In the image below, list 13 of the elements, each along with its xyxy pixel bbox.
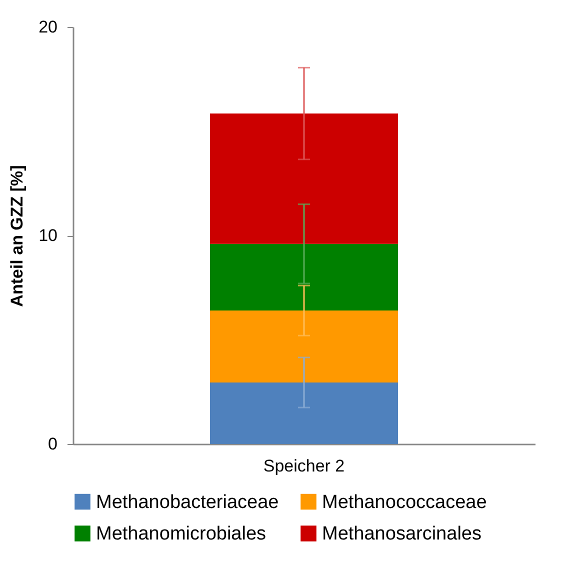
y-tick-label: 0 bbox=[48, 434, 58, 454]
legend-label: Methanococcaceae bbox=[322, 492, 487, 513]
bar bbox=[210, 114, 398, 244]
y-axis-title: Anteil an GZZ [%] bbox=[8, 165, 27, 307]
legend-label: Methanomicrobiales bbox=[96, 524, 266, 544]
y-tick-label: 10 bbox=[38, 226, 58, 245]
y-tick-label: 20 bbox=[38, 18, 58, 36]
legend-label: Methanosarcinales bbox=[322, 524, 482, 544]
bar bbox=[210, 310, 398, 382]
x-tick-label: Speicher 2 bbox=[263, 456, 345, 476]
bar bbox=[210, 244, 398, 311]
bar bbox=[210, 382, 398, 444]
legend-label: Methanobacteriaceae bbox=[96, 492, 279, 513]
